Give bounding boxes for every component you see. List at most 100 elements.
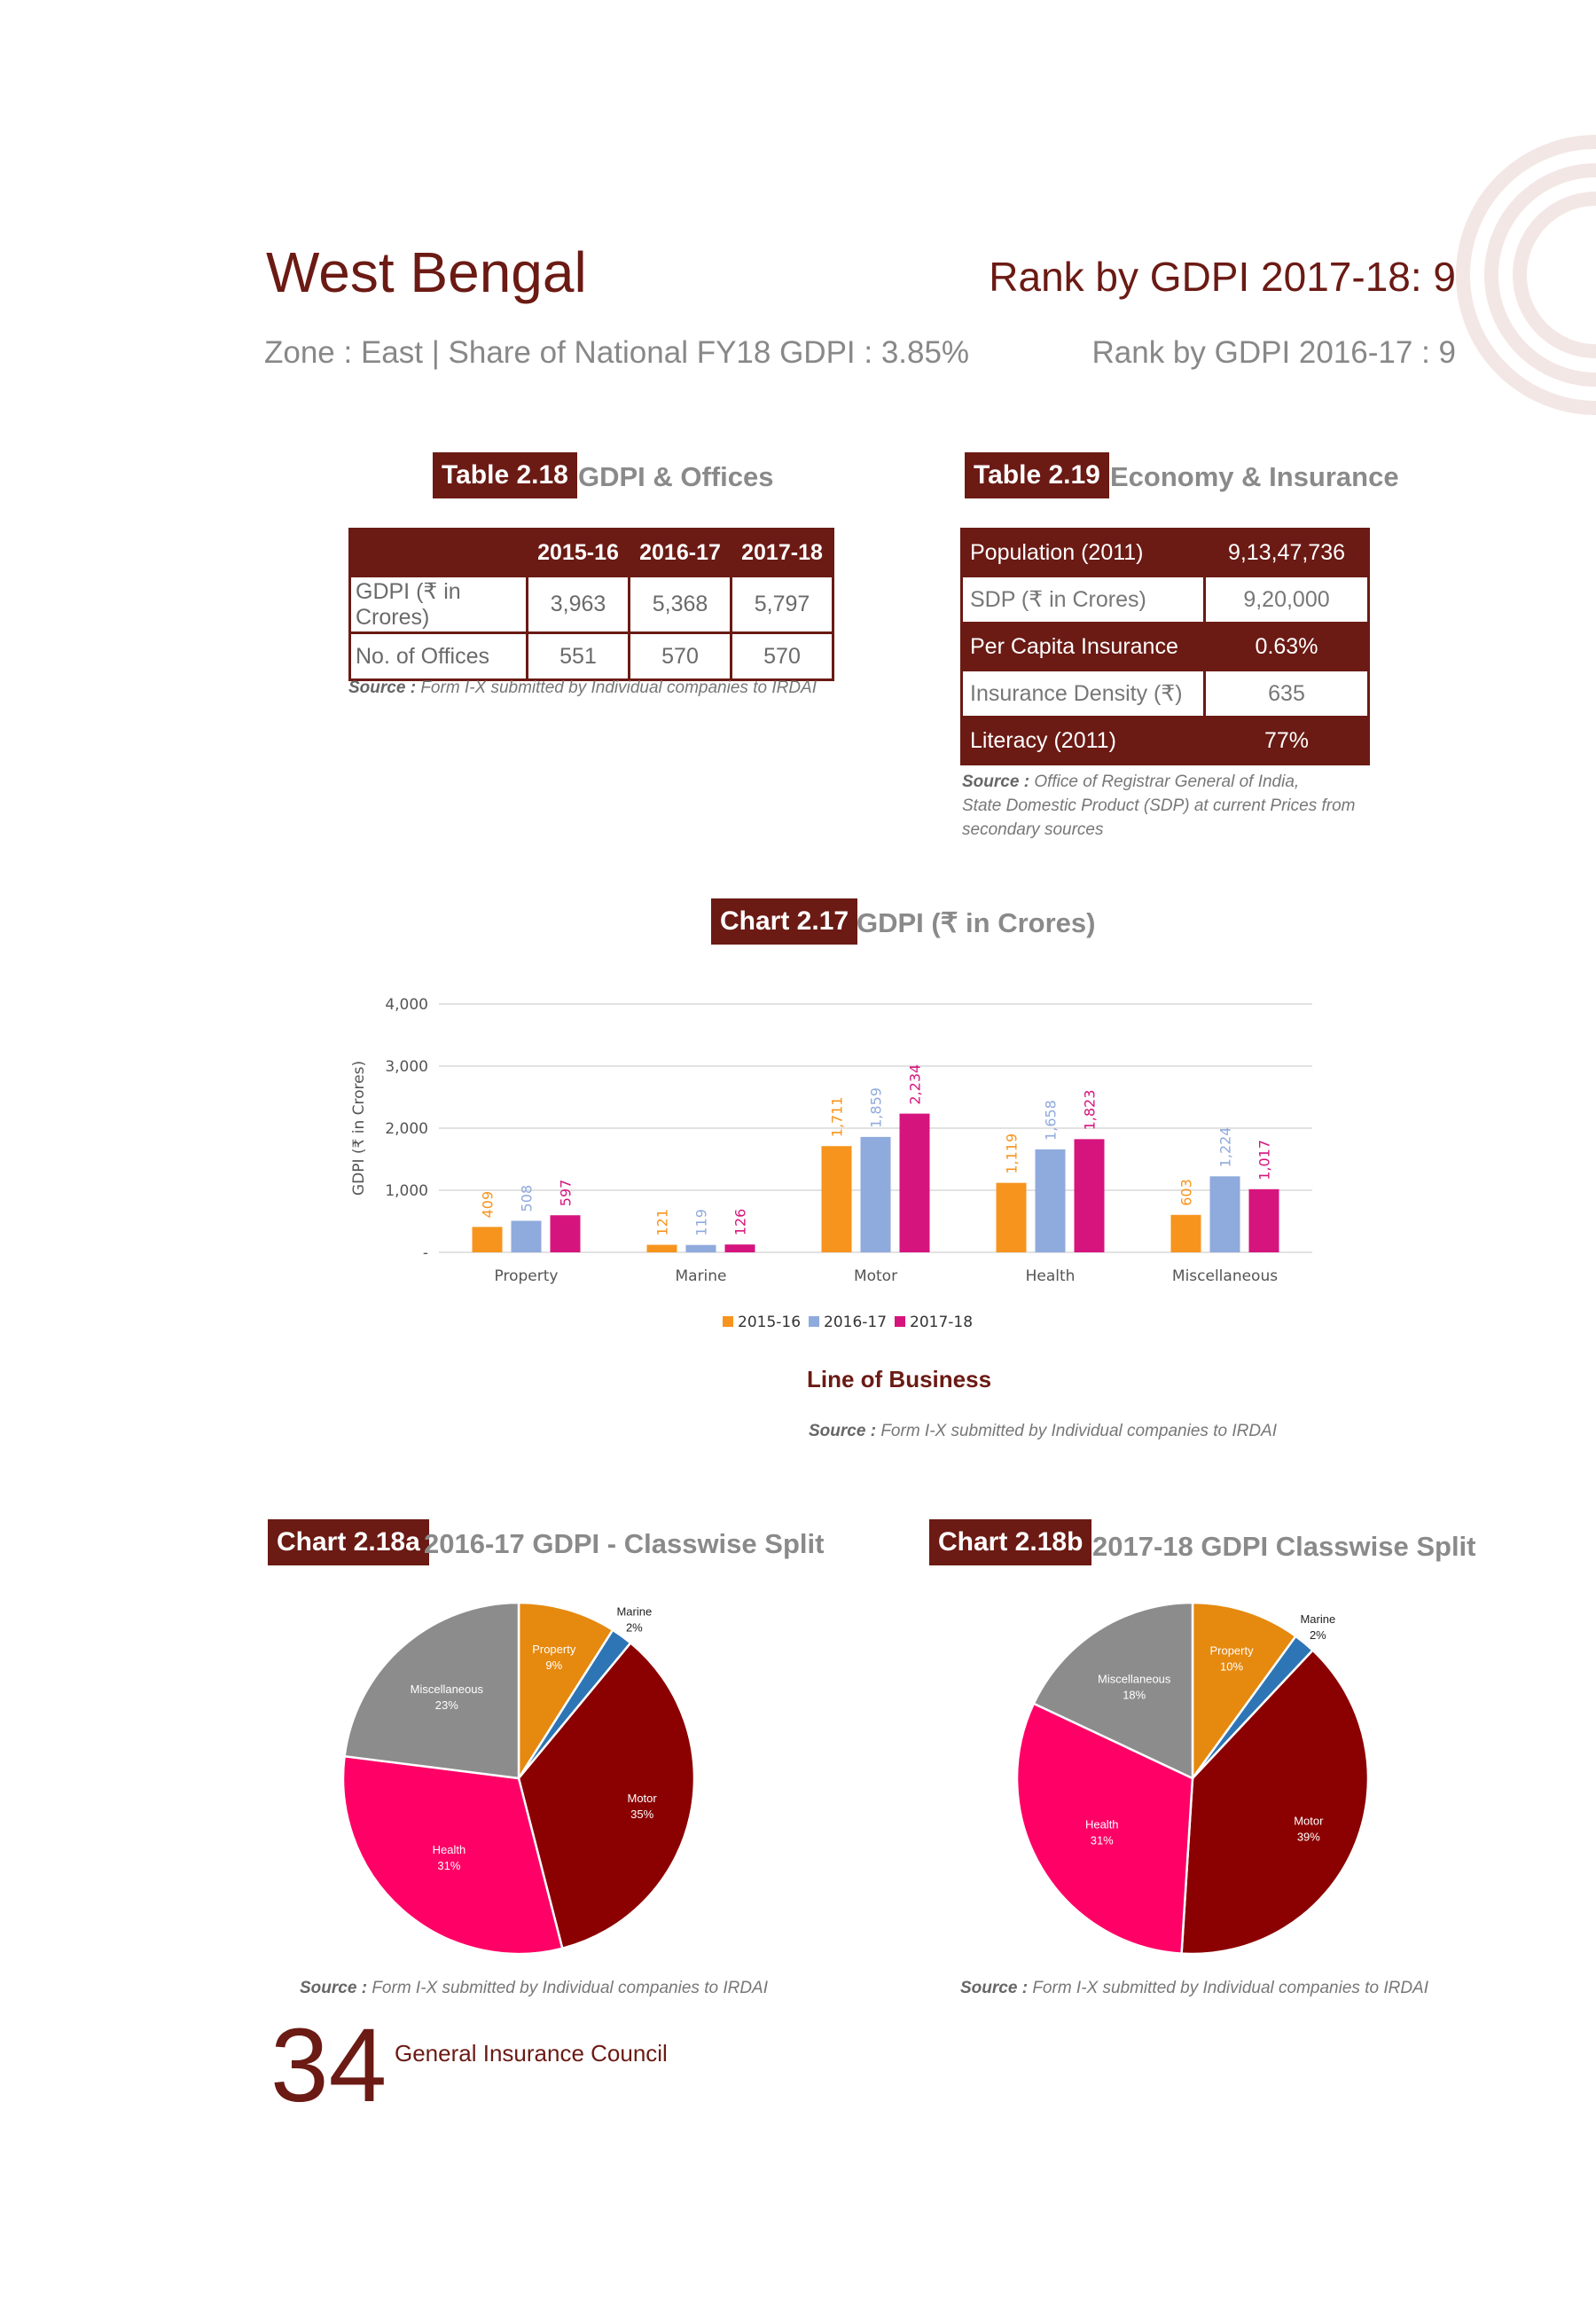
x-tick-label: Health (1026, 1267, 1076, 1285)
bar-value-label: 1,711 (829, 1096, 846, 1137)
bar (1209, 1176, 1240, 1252)
chart-2-18b-source: Source : Form I-X submitted by Individua… (960, 1976, 1428, 2000)
bar (550, 1215, 581, 1252)
row-label: No. of Offices (348, 631, 528, 681)
row-label: Literacy (2011) (960, 716, 1206, 765)
y-tick-label: 2,000 (385, 1120, 428, 1138)
source-label: Source : (809, 1422, 877, 1440)
rank-previous: Rank by GDPI 2016-17 : 9 (1091, 335, 1457, 370)
page-number: 34 (270, 2007, 387, 2124)
bar (511, 1220, 542, 1252)
table-header-cell: 2017-18 (730, 528, 834, 577)
bar-value-label: 1,658 (1043, 1100, 1060, 1141)
bar-value-label: 1,119 (1004, 1133, 1021, 1174)
row-label: GDPI (₹ in Crores) (348, 575, 528, 634)
table-2-19-tag: Table 2.19 (965, 452, 1109, 498)
bar (1248, 1188, 1279, 1252)
chart-2-18a-tag: Chart 2.18a (268, 1519, 429, 1565)
slice-label: Motor (1294, 1815, 1324, 1828)
gdpi-bar-chart: - 1,000 2,000 3,000 4,000 GDPI (₹ in Crores) 4… (350, 996, 1312, 1331)
slice-percent: 10% (1220, 1659, 1243, 1673)
source-line: Office of Registrar General of India, (1034, 773, 1300, 791)
bar-value-label: 409 (480, 1191, 497, 1219)
slice-percent: 35% (630, 1808, 653, 1821)
pie-chart-2017-18: Property 10% Marine 2% Motor 39% Health 31% Misc… (1015, 1601, 1370, 1956)
table-row: Per Capita Insurance 0.63% (960, 622, 1370, 671)
chart-2-17-subtitle: Line of Business (807, 1366, 992, 1392)
slice-percent: 18% (1123, 1688, 1146, 1701)
slice-percent: 2% (1310, 1628, 1326, 1642)
x-tick-label: Property (495, 1267, 559, 1285)
row-label: SDP (₹ in Crores) (960, 575, 1206, 624)
source-text: Form I-X submitted by Individual compani… (880, 1422, 1277, 1440)
pie-slice (1191, 1601, 1298, 1782)
pie-slice (341, 1754, 564, 1956)
chart-2-17-tag: Chart 2.17 (711, 898, 858, 945)
gdpi-offices-table: 2015-16 2016-17 2017-18 GDPI (₹ in Crore… (348, 528, 834, 681)
chart-2-18a-title: 2016-17 GDPI - Classwise Split (424, 1528, 825, 1559)
table-header-blank (348, 528, 528, 577)
pie-slice (517, 1601, 614, 1783)
row-label: Per Capita Insurance (960, 622, 1206, 671)
table-2-18-title: GDPI & Offices (578, 461, 774, 492)
row-label: Insurance Density (₹) (960, 669, 1206, 718)
bar (996, 1182, 1027, 1252)
rank-current: Rank by GDPI 2017-18: 9 (989, 254, 1456, 300)
bar (685, 1244, 716, 1252)
x-tick-label: Motor (854, 1267, 897, 1285)
bar (860, 1136, 891, 1252)
page-title: West Bengal (266, 240, 587, 304)
legend-swatch (723, 1316, 733, 1327)
source-line: secondary sources (962, 820, 1104, 839)
bar-value-label: 603 (1178, 1179, 1195, 1206)
source-text: Form I-X submitted by Individual compani… (372, 1979, 768, 1997)
y-axis-label: GDPI (₹ in Crores) (350, 1061, 368, 1196)
y-tick-label: 3,000 (385, 1058, 428, 1076)
table-cell: 570 (628, 631, 732, 681)
chart-2-18a-source: Source : Form I-X submitted by Individua… (300, 1976, 768, 2000)
table-cell: 635 (1203, 669, 1370, 718)
pie-slice (1032, 1601, 1194, 1780)
bar-value-label: 1,224 (1217, 1127, 1234, 1168)
slice-percent: 31% (1091, 1833, 1114, 1847)
bar-value-label: 119 (693, 1209, 710, 1236)
pie-slice (517, 1641, 696, 1950)
economy-insurance-table: Population (2011) 9,13,47,736 SDP (₹ in … (960, 528, 1370, 765)
zone-share-line: Zone : East | Share of National FY18 GDP… (264, 335, 970, 370)
legend-label: 2017-18 (910, 1314, 973, 1331)
table-header-cell: 2016-17 (628, 528, 732, 577)
bar (472, 1227, 503, 1252)
bar (1170, 1214, 1201, 1252)
pie-slice (1015, 1702, 1194, 1955)
slice-label: Miscellaneous (1098, 1672, 1171, 1685)
bar (646, 1244, 677, 1252)
bar (899, 1113, 930, 1252)
table-row: Population (2011) 9,13,47,736 (960, 528, 1370, 577)
bar-value-label: 1,823 (1082, 1090, 1099, 1131)
source-line: State Domestic Product (SDP) at current … (962, 796, 1356, 815)
bar-value-label: 508 (519, 1185, 536, 1212)
table-cell: 0.63% (1203, 622, 1370, 671)
bar-value-label: 597 (558, 1180, 575, 1207)
slice-label: Miscellaneous (411, 1682, 484, 1696)
slice-label: Health (433, 1843, 466, 1856)
legend-label: 2015-16 (738, 1314, 801, 1331)
slice-percent: 31% (437, 1859, 460, 1872)
bar-value-label: 1,017 (1256, 1140, 1273, 1180)
table-header-row: 2015-16 2016-17 2017-18 (348, 528, 834, 577)
table-row: SDP (₹ in Crores) 9,20,000 (960, 575, 1370, 624)
source-label: Source : (962, 773, 1030, 791)
table-cell: 551 (526, 631, 630, 681)
slice-percent: 9% (545, 1659, 562, 1672)
bar (1035, 1149, 1066, 1252)
slice-percent: 39% (1297, 1831, 1320, 1844)
table-row: No. of Offices 551 570 570 (348, 631, 834, 681)
slice-label: Marine (1300, 1612, 1335, 1626)
bar (821, 1146, 852, 1252)
slice-percent: 2% (626, 1621, 643, 1635)
chart-2-18b-tag: Chart 2.18b (929, 1519, 1092, 1565)
source-label: Source : (348, 678, 417, 697)
chart-2-18b-title: 2017-18 GDPI Classwise Split (1092, 1531, 1476, 1562)
pie-slice (343, 1601, 520, 1780)
table-2-18-source: Source : Form I-X submitted by Individua… (348, 676, 817, 700)
